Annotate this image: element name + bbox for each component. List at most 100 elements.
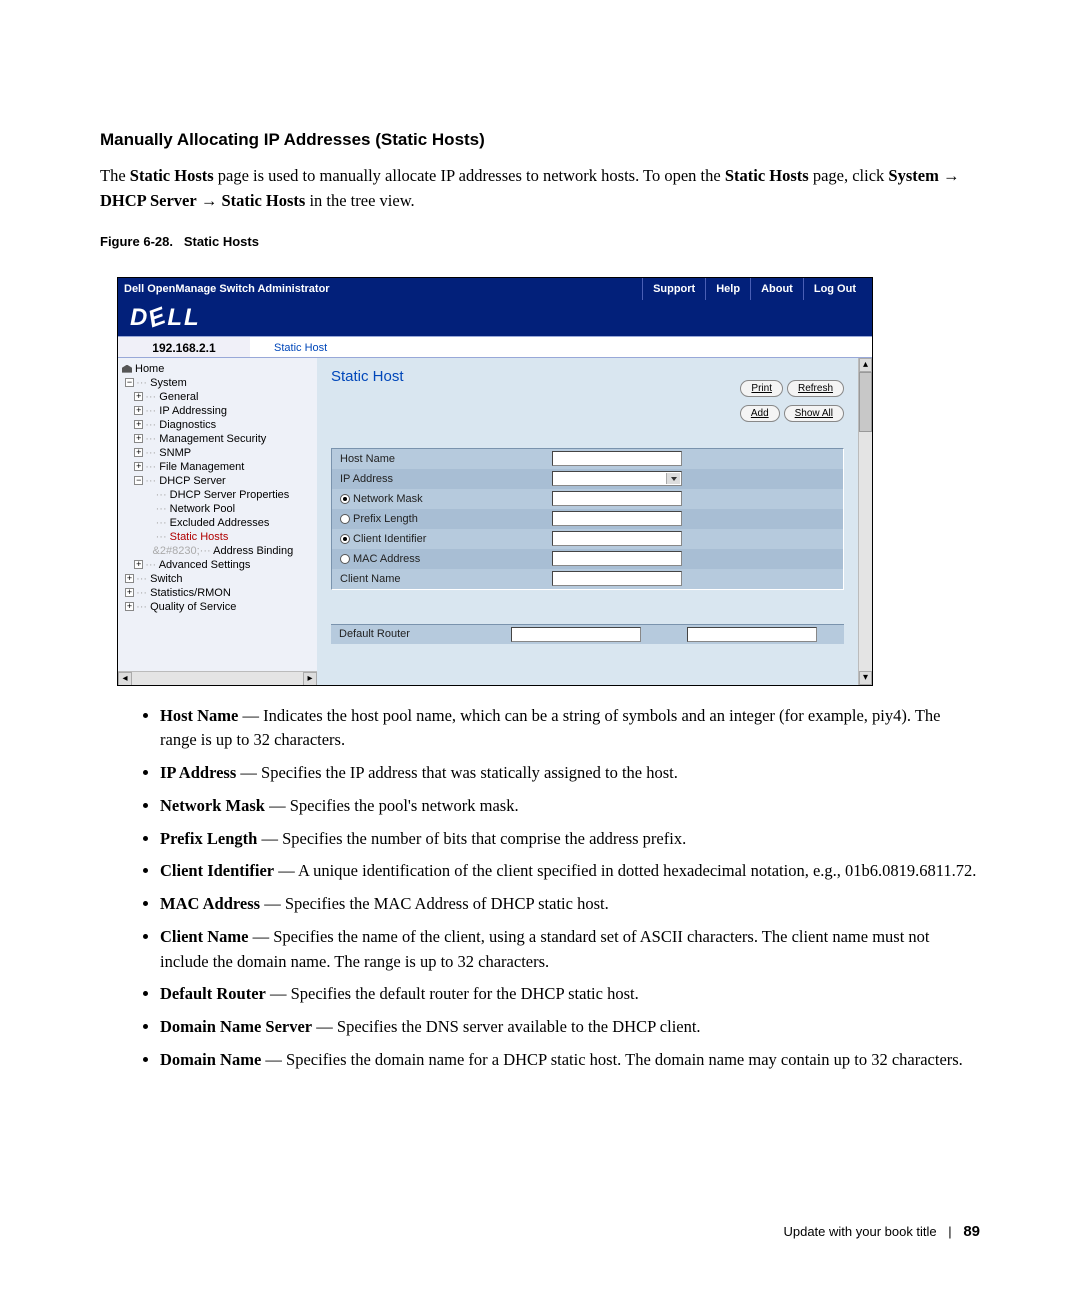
field-desc: — Specifies the name of the client, usin… xyxy=(160,927,930,971)
tree-network-pool[interactable]: Network Pool xyxy=(170,503,235,515)
dell-logo: DELL xyxy=(130,304,201,332)
network-mask-input[interactable] xyxy=(552,491,682,506)
list-item: MAC Address — Specifies the MAC Address … xyxy=(160,892,980,917)
expand-icon[interactable]: + xyxy=(134,448,143,457)
field-desc: — Specifies the pool's network mask. xyxy=(265,796,519,815)
default-router-input-1[interactable] xyxy=(511,627,641,642)
expand-icon[interactable]: + xyxy=(134,560,143,569)
field-term: Client Identifier xyxy=(160,861,274,880)
client-name-input[interactable] xyxy=(552,571,682,586)
scroll-left-icon[interactable]: ◂ xyxy=(118,672,132,685)
collapse-icon[interactable]: − xyxy=(125,378,134,387)
expand-icon[interactable]: + xyxy=(134,392,143,401)
prefix-length-radio[interactable] xyxy=(340,514,350,524)
logout-link[interactable]: Log Out xyxy=(803,278,866,300)
tree-diagnostics[interactable]: Diagnostics xyxy=(159,419,216,431)
field-term: Prefix Length xyxy=(160,829,257,848)
list-item: Domain Name — Specifies the domain name … xyxy=(160,1048,980,1073)
book-title: Update with your book title xyxy=(783,1224,936,1239)
print-button[interactable]: Print xyxy=(740,380,783,397)
text: in the tree view. xyxy=(305,191,414,210)
help-link[interactable]: Help xyxy=(705,278,750,300)
about-link[interactable]: About xyxy=(750,278,803,300)
support-link[interactable]: Support xyxy=(642,278,705,300)
text: page, click xyxy=(809,166,889,185)
tree-static-hosts[interactable]: Static Hosts xyxy=(170,531,229,543)
network-mask-radio[interactable] xyxy=(340,494,350,504)
tree-dhcp-props[interactable]: DHCP Server Properties xyxy=(170,489,290,501)
field-description-list: Host Name — Indicates the host pool name… xyxy=(100,704,980,1073)
client-id-radio[interactable] xyxy=(340,534,350,544)
expand-icon[interactable]: + xyxy=(134,434,143,443)
tree-hscrollbar[interactable]: ◂ ▸ xyxy=(118,671,317,685)
tree-stats-rmon[interactable]: Statistics/RMON xyxy=(150,587,231,599)
mac-address-radio[interactable] xyxy=(340,554,350,564)
ip-address-label: IP Address xyxy=(332,473,552,485)
tree-address-binding[interactable]: Address Binding xyxy=(213,545,293,557)
figure-caption: Figure 6-28. Static Hosts xyxy=(100,234,980,249)
window-titlebar: Dell OpenManage Switch Administrator Sup… xyxy=(118,278,872,300)
list-item: Host Name — Indicates the host pool name… xyxy=(160,704,980,754)
form-box: Host Name IP Address Network Mask Prefix… xyxy=(331,448,844,590)
expand-icon[interactable]: + xyxy=(134,406,143,415)
scroll-up-icon[interactable]: ▴ xyxy=(859,358,872,372)
expand-icon[interactable]: + xyxy=(134,420,143,429)
field-term: IP Address xyxy=(160,763,236,782)
tree-qos[interactable]: Quality of Service xyxy=(150,601,236,613)
tree-adv-settings[interactable]: Advanced Settings xyxy=(159,559,251,571)
tree-system[interactable]: System xyxy=(150,377,187,389)
expand-icon[interactable]: + xyxy=(125,574,134,583)
tree-switch[interactable]: Switch xyxy=(150,573,182,585)
host-name-input[interactable] xyxy=(552,451,682,466)
list-item: Client Identifier — A unique identificat… xyxy=(160,859,980,884)
figure-name: Static Hosts xyxy=(184,234,259,249)
default-router-label: Default Router xyxy=(331,628,511,640)
page-number: 89 xyxy=(963,1223,980,1240)
ip-address-select[interactable] xyxy=(552,471,682,486)
expand-icon[interactable]: + xyxy=(134,462,143,471)
bold-text: System xyxy=(888,166,938,185)
client-id-input[interactable] xyxy=(552,531,682,546)
refresh-button[interactable]: Refresh xyxy=(787,380,844,397)
scroll-thumb[interactable] xyxy=(859,372,872,432)
content-vscrollbar[interactable]: ▴ ▾ xyxy=(858,358,872,685)
scroll-right-icon[interactable]: ▸ xyxy=(303,672,317,685)
breadcrumb: 192.168.2.1 Static Host xyxy=(118,336,872,358)
showall-button[interactable]: Show All xyxy=(784,405,844,422)
expand-icon[interactable]: + xyxy=(125,588,134,597)
field-desc: — Indicates the host pool name, which ca… xyxy=(160,706,941,750)
nav-tree[interactable]: Home −··· System +··· General +··· IP Ad… xyxy=(118,358,317,685)
form-box-2: Default Router xyxy=(331,624,844,644)
tree-ip-addressing[interactable]: IP Addressing xyxy=(159,405,227,417)
tree-excluded-addr[interactable]: Excluded Addresses xyxy=(170,517,270,529)
field-term: Network Mask xyxy=(160,796,265,815)
tree-general[interactable]: General xyxy=(159,391,198,403)
mac-address-input[interactable] xyxy=(552,551,682,566)
tree-home[interactable]: Home xyxy=(135,363,164,375)
prefix-length-input[interactable] xyxy=(552,511,682,526)
screenshot-window: Dell OpenManage Switch Administrator Sup… xyxy=(117,277,873,686)
tree-mgmt-security[interactable]: Management Security xyxy=(159,433,266,445)
breadcrumb-path: Static Host xyxy=(250,337,872,357)
scroll-down-icon[interactable]: ▾ xyxy=(859,671,872,685)
field-desc: — Specifies the DNS server available to … xyxy=(312,1017,700,1036)
default-router-input-2[interactable] xyxy=(687,627,817,642)
client-id-label: Client Identifier xyxy=(353,533,426,545)
field-term: Default Router xyxy=(160,984,266,1003)
list-item: Prefix Length — Specifies the number of … xyxy=(160,827,980,852)
tree-dhcp-server[interactable]: DHCP Server xyxy=(159,475,225,487)
bold-text: DHCP Server xyxy=(100,191,197,210)
field-desc: — Specifies the IP address that was stat… xyxy=(236,763,678,782)
titlebar-links: Support Help About Log Out xyxy=(642,278,866,300)
tree-file-mgmt[interactable]: File Management xyxy=(159,461,244,473)
field-desc: — Specifies the MAC Address of DHCP stat… xyxy=(260,894,609,913)
section-heading: Manually Allocating IP Addresses (Static… xyxy=(100,130,980,150)
host-name-label: Host Name xyxy=(332,453,552,465)
add-button[interactable]: Add xyxy=(740,405,780,422)
expand-icon[interactable]: + xyxy=(125,602,134,611)
logo-band: DELL xyxy=(118,300,872,336)
network-mask-label: Network Mask xyxy=(353,493,423,505)
collapse-icon[interactable]: − xyxy=(134,476,143,485)
tree-snmp[interactable]: SNMP xyxy=(159,447,191,459)
mac-address-label: MAC Address xyxy=(353,553,420,565)
